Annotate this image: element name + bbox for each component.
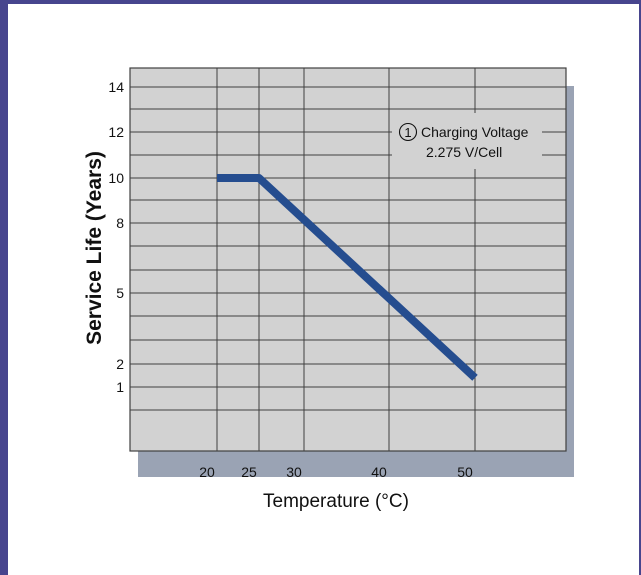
legend-annotation: 1 Charging Voltage 2.275 V/Cell [392, 113, 542, 169]
x-tick-label: 30 [286, 464, 302, 480]
legend-background [392, 113, 542, 169]
y-tick-label: 5 [116, 285, 124, 301]
y-tick-labels: 14 12 10 8 5 2 1 [108, 79, 124, 395]
y-tick-label: 14 [108, 79, 124, 95]
y-tick-label: 1 [116, 379, 124, 395]
x-tick-labels: 20 25 30 40 50 [199, 464, 473, 480]
x-tick-label: 50 [457, 464, 473, 480]
legend-marker-number: 1 [404, 125, 411, 140]
legend-label-line1: Charging Voltage [421, 124, 529, 140]
series-line-0 [217, 174, 478, 381]
y-tick-label: 10 [108, 170, 124, 186]
y-tick-label: 8 [116, 215, 124, 231]
x-tick-label: 40 [371, 464, 387, 480]
x-tick-label: 20 [199, 464, 215, 480]
x-tick-label: 25 [241, 464, 257, 480]
y-tick-label: 12 [108, 124, 124, 140]
y-tick-label: 2 [116, 356, 124, 372]
y-axis-title: Service Life (Years) [83, 151, 106, 345]
legend-label-line2: 2.275 V/Cell [426, 144, 502, 160]
legend-marker-circle [398, 122, 418, 142]
series-layer [217, 174, 478, 381]
x-axis-title: Temperature (°C) [263, 491, 409, 512]
